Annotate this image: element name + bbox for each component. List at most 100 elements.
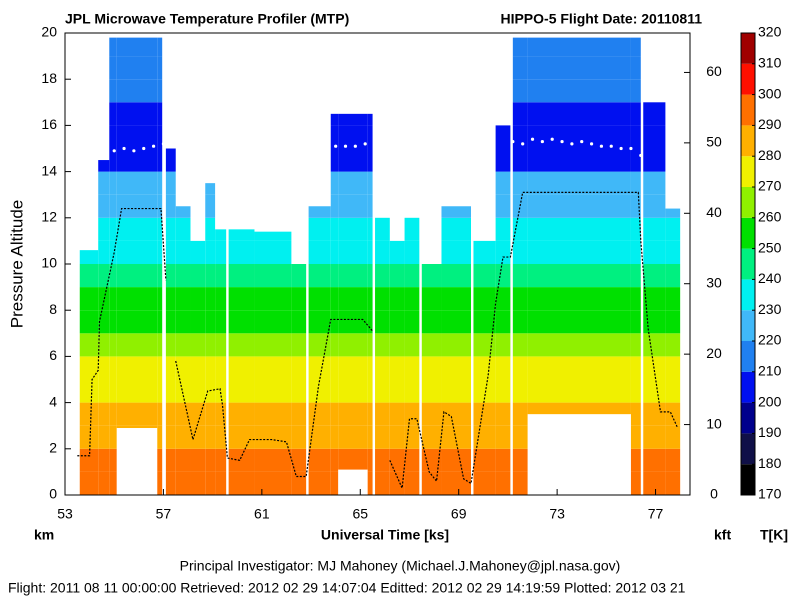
tropopause-point xyxy=(151,144,156,148)
temperature-cell xyxy=(338,194,368,218)
temperature-cell xyxy=(512,56,528,80)
temperature-cell xyxy=(389,471,405,495)
temperature-cell xyxy=(165,264,176,288)
tropopause-point xyxy=(580,139,584,144)
temperature-cell xyxy=(643,379,666,403)
temperature-cell xyxy=(109,402,117,426)
temperature-cell xyxy=(109,310,117,334)
temperature-cell xyxy=(375,402,390,426)
temperature-cell xyxy=(98,402,110,426)
colorbar-swatch xyxy=(741,187,755,218)
temperature-cell xyxy=(512,37,528,57)
temperature-cell xyxy=(527,148,631,172)
temperature-cell xyxy=(205,333,216,357)
temperature-cell xyxy=(175,379,191,403)
x-tick-label: 57 xyxy=(156,506,172,522)
colorbar-swatch xyxy=(741,125,755,157)
temperature-cell xyxy=(643,148,666,172)
temperature-cell xyxy=(165,425,176,449)
temperature-cell xyxy=(441,379,472,403)
colorbar-tick-label: 250 xyxy=(758,239,782,255)
temperature-cell xyxy=(79,471,99,495)
temperature-cell xyxy=(228,471,255,495)
tropopause-point xyxy=(122,146,126,151)
temperature-cell xyxy=(495,402,511,426)
temperature-cell xyxy=(205,425,216,449)
y-tick-label: 10 xyxy=(41,255,57,271)
temperature-cell xyxy=(643,171,666,195)
temperature-cell xyxy=(157,310,163,334)
temperature-cell xyxy=(165,217,176,241)
temperature-cell xyxy=(643,102,666,126)
temperature-cell xyxy=(291,264,307,288)
y-tick-label: 12 xyxy=(41,209,57,225)
temperature-cell xyxy=(157,240,163,264)
temperature-cell xyxy=(308,356,331,380)
temperature-cell xyxy=(330,171,339,195)
temperature-cell xyxy=(630,333,641,357)
temperature-cell xyxy=(291,425,307,449)
tropopause-point xyxy=(102,151,106,155)
temperature-cell xyxy=(308,402,331,426)
tropopause-point xyxy=(540,139,544,144)
tropopause-point xyxy=(132,149,136,153)
temperature-cell xyxy=(389,287,405,311)
x-tick-label: 77 xyxy=(648,506,664,522)
y-tick-label: 8 xyxy=(49,301,57,317)
temperature-cell xyxy=(630,102,641,126)
temperature-cell xyxy=(367,287,373,311)
temperature-cell xyxy=(527,37,631,57)
temperature-cell xyxy=(228,333,255,357)
tropopause-point xyxy=(550,137,554,141)
temperature-cell xyxy=(367,171,373,195)
temperature-cell xyxy=(165,448,176,472)
temperature-cell xyxy=(190,240,206,264)
temperature-cell xyxy=(630,287,641,311)
temperature-cell xyxy=(643,287,666,311)
tropopause-point xyxy=(353,144,357,148)
temperature-cell xyxy=(421,356,442,380)
y2-tick-label: 10 xyxy=(706,415,722,431)
temperature-cell xyxy=(98,264,110,288)
temperature-cell xyxy=(389,448,405,472)
temperature-cell xyxy=(404,287,420,311)
temperature-cell xyxy=(228,402,255,426)
temperature-cell xyxy=(665,240,681,264)
y-tick-label: 6 xyxy=(49,347,57,363)
tropopause-point xyxy=(589,142,594,146)
temperature-cell xyxy=(421,402,442,426)
tropopause-point xyxy=(112,149,116,153)
temperature-cell xyxy=(308,217,331,241)
temperature-cell xyxy=(165,333,176,357)
temperature-cell xyxy=(98,171,110,195)
temperature-cell xyxy=(254,448,292,472)
temperature-cell xyxy=(254,231,292,241)
temperature-cell xyxy=(473,356,496,380)
temperature-cell xyxy=(643,310,666,334)
colorbar-swatch xyxy=(741,310,755,341)
temperature-cell xyxy=(389,264,405,288)
temperature-cell xyxy=(473,310,496,334)
temperature-cell xyxy=(291,471,307,495)
temperature-cell xyxy=(643,471,666,495)
temperature-cell xyxy=(404,379,420,403)
colorbar-swatch xyxy=(741,433,755,465)
temperature-cell xyxy=(109,333,117,357)
temperature-cell xyxy=(228,379,255,403)
temperature-cell xyxy=(79,402,99,426)
colorbar-swatch xyxy=(741,248,755,280)
temperature-cell xyxy=(98,287,110,311)
temperature-cell xyxy=(228,425,255,449)
temperature-cell xyxy=(330,471,339,495)
y-unit-label: km xyxy=(34,527,54,543)
y-axis-label: Pressure Altitude xyxy=(7,200,26,329)
chart-title: JPL Microwave Temperature Profiler (MTP) xyxy=(65,11,349,27)
colorbar-tick-label: 230 xyxy=(758,301,782,317)
temperature-cell xyxy=(254,356,292,380)
temperature-cell xyxy=(215,425,227,449)
temperature-cell xyxy=(109,471,117,495)
colorbar-swatch xyxy=(741,217,755,249)
temperature-cell xyxy=(215,379,227,403)
temperature-cell xyxy=(157,102,163,126)
temperature-cell xyxy=(116,333,158,357)
